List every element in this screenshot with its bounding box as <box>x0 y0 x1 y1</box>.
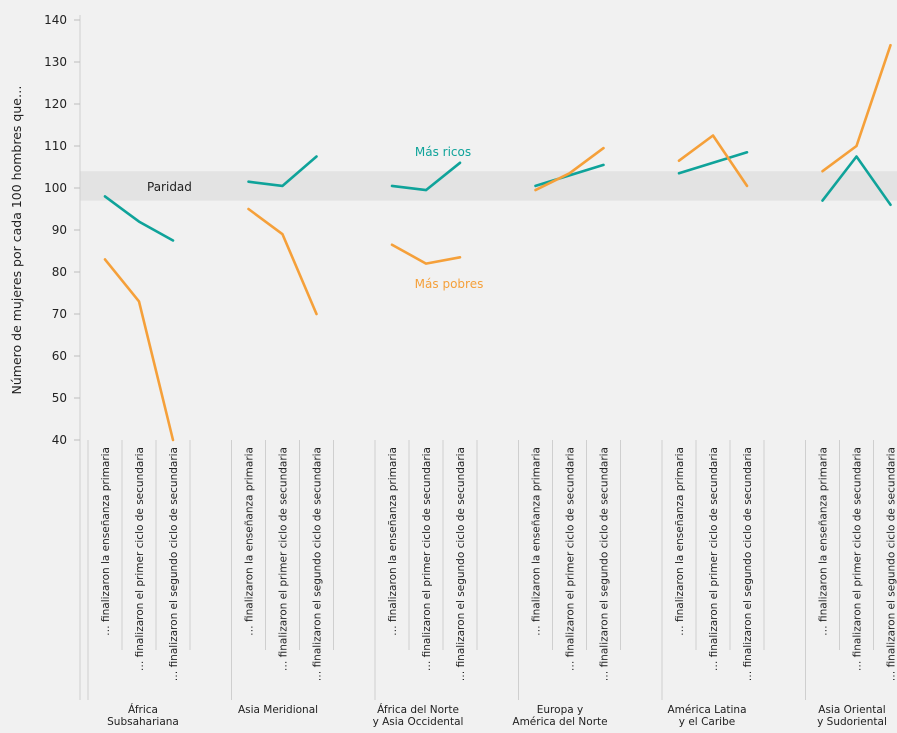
region-label: África del Norte <box>377 703 459 716</box>
y-tick-label: 140 <box>44 13 67 27</box>
x-tick-label: … finalizaron la enseñanza primaria <box>818 447 830 636</box>
poorest-annotation: Más pobres <box>415 277 484 291</box>
region-label: África <box>128 703 158 716</box>
series-line-richest <box>390 161 462 192</box>
x-tick-label: … finalizaron el segundo ciclo de secund… <box>168 447 180 681</box>
region-label: América del Norte <box>512 716 607 728</box>
parity-band <box>80 171 897 201</box>
y-tick-label: 60 <box>52 349 67 363</box>
series-line-richest <box>677 151 749 175</box>
y-tick-label: 100 <box>44 181 67 195</box>
x-tick-label: … finalizaron el primer ciclo de secunda… <box>708 447 720 671</box>
x-tick-label: … finalizaron la enseñanza primaria <box>531 447 543 636</box>
series-line-poorest <box>390 243 462 265</box>
x-tick-label: … finalizaron el segundo ciclo de secund… <box>742 447 754 681</box>
x-tick-label: … finalizaron el primer ciclo de secunda… <box>852 447 864 671</box>
region-label: Europa y <box>537 704 583 716</box>
x-tick-label: … finalizaron el primer ciclo de secunda… <box>421 447 433 671</box>
region-label: Subsahariana <box>107 716 179 728</box>
y-tick-label: 50 <box>52 391 67 405</box>
series-line-richest <box>247 155 318 188</box>
x-tick-label: … finalizaron la enseñanza primaria <box>100 447 112 636</box>
y-tick-label: 110 <box>44 139 67 153</box>
series-line-richest <box>821 155 892 207</box>
x-tick-label: … finalizaron la enseñanza primaria <box>674 447 686 636</box>
x-tick-label: … finalizaron el primer ciclo de secunda… <box>278 447 290 671</box>
region-label: y Asia Occidental <box>373 716 464 728</box>
x-tick-label: … finalizaron el segundo ciclo de secund… <box>599 447 611 681</box>
label-layer: … finalizaron la enseñanza primaria … fin… <box>100 447 897 728</box>
series-line-poorest <box>534 146 605 192</box>
series-line-poorest <box>677 134 749 188</box>
y-axis: 40 50 60 70 80 90 100 110 120 130 140 <box>44 13 874 700</box>
x-tick-label: … finalizaron el segundo ciclo de secund… <box>312 447 324 681</box>
series-line-poorest <box>103 258 175 442</box>
region-label: América Latina <box>667 704 746 716</box>
y-tick-label: 130 <box>44 55 67 69</box>
richest-annotation: Más ricos <box>415 145 471 159</box>
y-tick-label: 80 <box>52 265 67 279</box>
series-line-poorest <box>821 43 892 173</box>
region-label: Asia Oriental <box>818 704 885 716</box>
x-tick-label: … finalizaron el segundo ciclo de secund… <box>886 447 897 681</box>
y-tick-label: 70 <box>52 307 67 321</box>
region-label: y el Caribe <box>679 716 735 728</box>
x-tick-label: … finalizaron el primer ciclo de secunda… <box>134 447 146 671</box>
region-label: y Sudoriental <box>817 716 887 728</box>
series-line-richest <box>534 163 605 188</box>
series-line-poorest <box>247 207 318 316</box>
x-tick-label: … finalizaron el segundo ciclo de secund… <box>455 447 467 681</box>
series-layer <box>103 43 892 442</box>
x-tick-label: … finalizaron la enseñanza primaria <box>244 447 256 636</box>
x-tick-label: … finalizaron la enseñanza primaria <box>387 447 399 636</box>
y-axis-label: Número de mujeres por cada 100 hombres q… <box>9 86 24 395</box>
y-tick-label: 120 <box>44 97 67 111</box>
parity-label: Paridad <box>147 180 192 194</box>
y-tick-label: 90 <box>52 223 67 237</box>
x-tick-label: … finalizaron el primer ciclo de secunda… <box>565 447 577 671</box>
grid-layer <box>80 171 897 201</box>
region-label: Asia Meridional <box>238 704 318 716</box>
y-tick-label: 40 <box>52 433 67 447</box>
series-line-richest <box>103 195 175 242</box>
